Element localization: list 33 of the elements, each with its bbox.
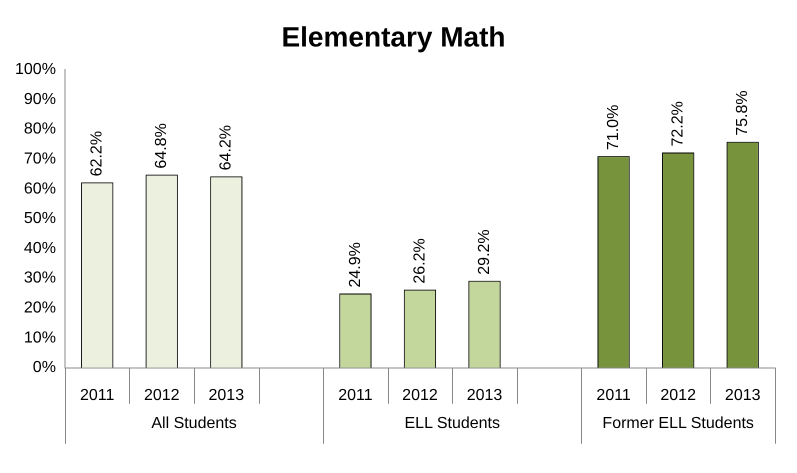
y-tick-label: 80%: [24, 120, 56, 138]
text: Former ELL Students: [602, 415, 754, 432]
x-tick-label: 2012: [144, 386, 180, 404]
x-tick-label: 2012: [660, 386, 696, 404]
y-tick-label: 40%: [24, 240, 56, 257]
y-tick-label: 50%: [24, 210, 56, 228]
x-tick-label: 2012: [402, 386, 438, 404]
y-tick-label: 90%: [24, 90, 56, 108]
data-label: 26.2%: [411, 238, 428, 284]
y-tick-label: 20%: [24, 300, 56, 317]
x-tick-label: 2011: [338, 386, 373, 404]
y-tick-label: 0%: [32, 359, 56, 376]
y-tick-label: 70%: [24, 150, 56, 168]
x-tick-label: 2013: [208, 386, 244, 404]
data-label: 29.2%: [476, 229, 493, 275]
data-label: 71.0%: [605, 104, 622, 150]
x-tick-label: 2013: [724, 386, 761, 404]
data-label: 24.9%: [346, 242, 364, 288]
data-label: 75.8%: [734, 90, 752, 136]
x-tick-label: 2013: [466, 386, 502, 404]
x-tick-label: 2011: [596, 386, 631, 404]
data-label: 64.2%: [218, 124, 235, 170]
data-label: 62.2%: [88, 130, 106, 176]
text: ELL Students: [404, 415, 500, 432]
chart-title: Elementary Math: [281, 22, 506, 53]
x-tick-label: 2011: [80, 386, 115, 404]
y-tick-label: 100%: [15, 61, 56, 78]
data-label: 72.2%: [670, 101, 687, 146]
y-tick-label: 60%: [24, 180, 56, 198]
text: All Students: [151, 415, 237, 432]
data-label: 64.8%: [153, 123, 170, 169]
y-tick-label: 10%: [24, 329, 56, 346]
y-tick-label: 30%: [24, 270, 56, 287]
